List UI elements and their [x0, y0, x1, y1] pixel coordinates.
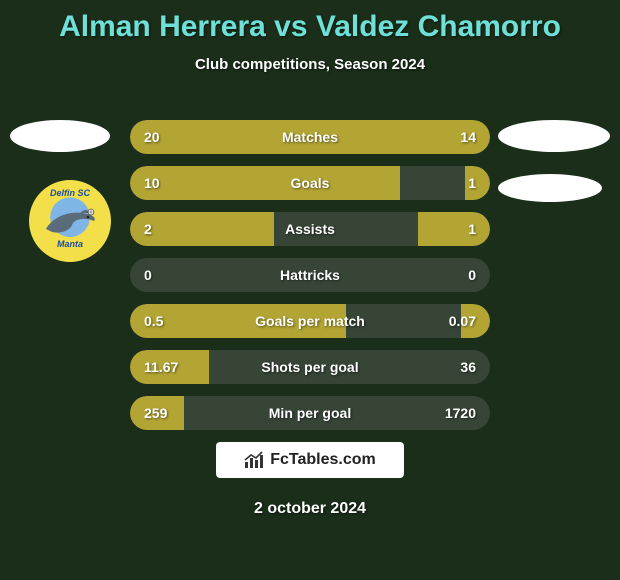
stat-bar-left-value: 20: [144, 120, 160, 154]
stat-bar: Shots per goal11.67 36: [130, 350, 490, 384]
stat-bar-left-value: 10: [144, 166, 160, 200]
stat-bar-left-value: 2: [144, 212, 152, 246]
stat-bar-right-value: 14: [460, 120, 476, 154]
dolphin-icon: [44, 207, 98, 237]
infographic-container: Alman Herrera vs Valdez Chamorro Club co…: [0, 0, 620, 580]
stat-bar-label: Hattricks: [130, 258, 490, 292]
date-text: 2 october 2024: [0, 500, 620, 518]
stat-bar: Goals per match0.5 0.07: [130, 304, 490, 338]
badge-text-top: Delfin SC: [32, 188, 108, 198]
stat-bar-right-value: 0: [468, 258, 476, 292]
club-badge-left: Delfin SC Manta: [29, 180, 111, 262]
subtitle: Club competitions, Season 2024: [0, 56, 620, 73]
stat-bar: Matches20 14: [130, 120, 490, 154]
stat-bar-label: Min per goal: [130, 396, 490, 430]
stat-bar: Hattricks0 0: [130, 258, 490, 292]
chart-icon: [244, 451, 264, 469]
player-right-photo-placeholder-1: [498, 120, 610, 152]
badge-text-bottom: Manta: [32, 239, 108, 249]
stat-bar-label: Goals: [130, 166, 490, 200]
stat-bar: Goals10 1: [130, 166, 490, 200]
stat-bar-label: Shots per goal: [130, 350, 490, 384]
branding-box: FcTables.com: [216, 442, 404, 478]
branding-text: FcTables.com: [270, 451, 376, 469]
stat-bar-right-value: 1720: [445, 396, 476, 430]
stat-bar-left-value: 0: [144, 258, 152, 292]
stat-bar-right-value: 1: [468, 212, 476, 246]
player-left-photo-placeholder: [10, 120, 110, 152]
stat-bar-right-value: 36: [460, 350, 476, 384]
page-title: Alman Herrera vs Valdez Chamorro: [0, 0, 620, 44]
stat-bar: Assists2 1: [130, 212, 490, 246]
stat-bar: Min per goal259 1720: [130, 396, 490, 430]
stat-bar-left-value: 259: [144, 396, 167, 430]
stat-bar-right-value: 1: [468, 166, 476, 200]
stat-bar-right-value: 0.07: [449, 304, 476, 338]
stat-bar-label: Assists: [130, 212, 490, 246]
stats-bars-area: Matches2014Goals101Assists21Hattricks00G…: [130, 120, 490, 442]
stat-bar-label: Goals per match: [130, 304, 490, 338]
stat-bar-left-value: 0.5: [144, 304, 163, 338]
player-right-photo-placeholder-2: [498, 174, 602, 202]
stat-bar-label: Matches: [130, 120, 490, 154]
stat-bar-left-value: 11.67: [144, 350, 178, 384]
